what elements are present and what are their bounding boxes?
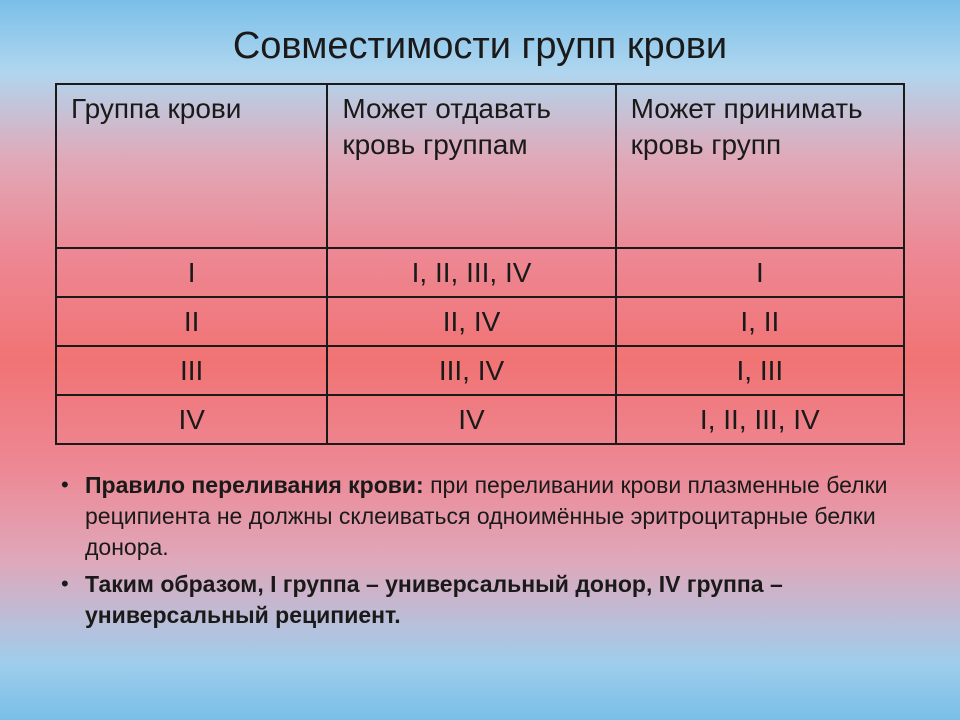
slide: Совместимости групп крови Группа крови М… (0, 0, 960, 720)
slide-title: Совместимости групп крови (55, 25, 905, 68)
table-row: I I, II, III, IV I (56, 248, 904, 297)
cell-group: II (56, 297, 327, 346)
col-header-can-receive: Может принимать кровь групп (616, 84, 904, 248)
col-header-blood-group: Группа крови (56, 84, 327, 248)
note-thus-text: Таким образом, I группа – универсальный … (85, 571, 783, 628)
cell-group: IV (56, 395, 327, 444)
col-header-can-give: Может отдавать кровь группам (327, 84, 615, 248)
cell-receive: I (616, 248, 904, 297)
note-thus: Таким образом, I группа – универсальный … (85, 569, 895, 631)
footer-notes: Правило переливания крови: при переливан… (55, 470, 905, 631)
cell-give: II, IV (327, 297, 615, 346)
table-row: III III, IV I, III (56, 346, 904, 395)
note-rule: Правило переливания крови: при переливан… (85, 470, 895, 563)
table-row: IV IV I, II, III, IV (56, 395, 904, 444)
cell-group: I (56, 248, 327, 297)
table-header-row: Группа крови Может отдавать кровь группа… (56, 84, 904, 248)
cell-give: III, IV (327, 346, 615, 395)
note-rule-label: Правило переливания крови: (85, 472, 424, 498)
compatibility-table: Группа крови Может отдавать кровь группа… (55, 83, 905, 445)
cell-receive: I, II, III, IV (616, 395, 904, 444)
cell-group: III (56, 346, 327, 395)
cell-give: I, II, III, IV (327, 248, 615, 297)
cell-receive: I, II (616, 297, 904, 346)
cell-give: IV (327, 395, 615, 444)
table-row: II II, IV I, II (56, 297, 904, 346)
cell-receive: I, III (616, 346, 904, 395)
